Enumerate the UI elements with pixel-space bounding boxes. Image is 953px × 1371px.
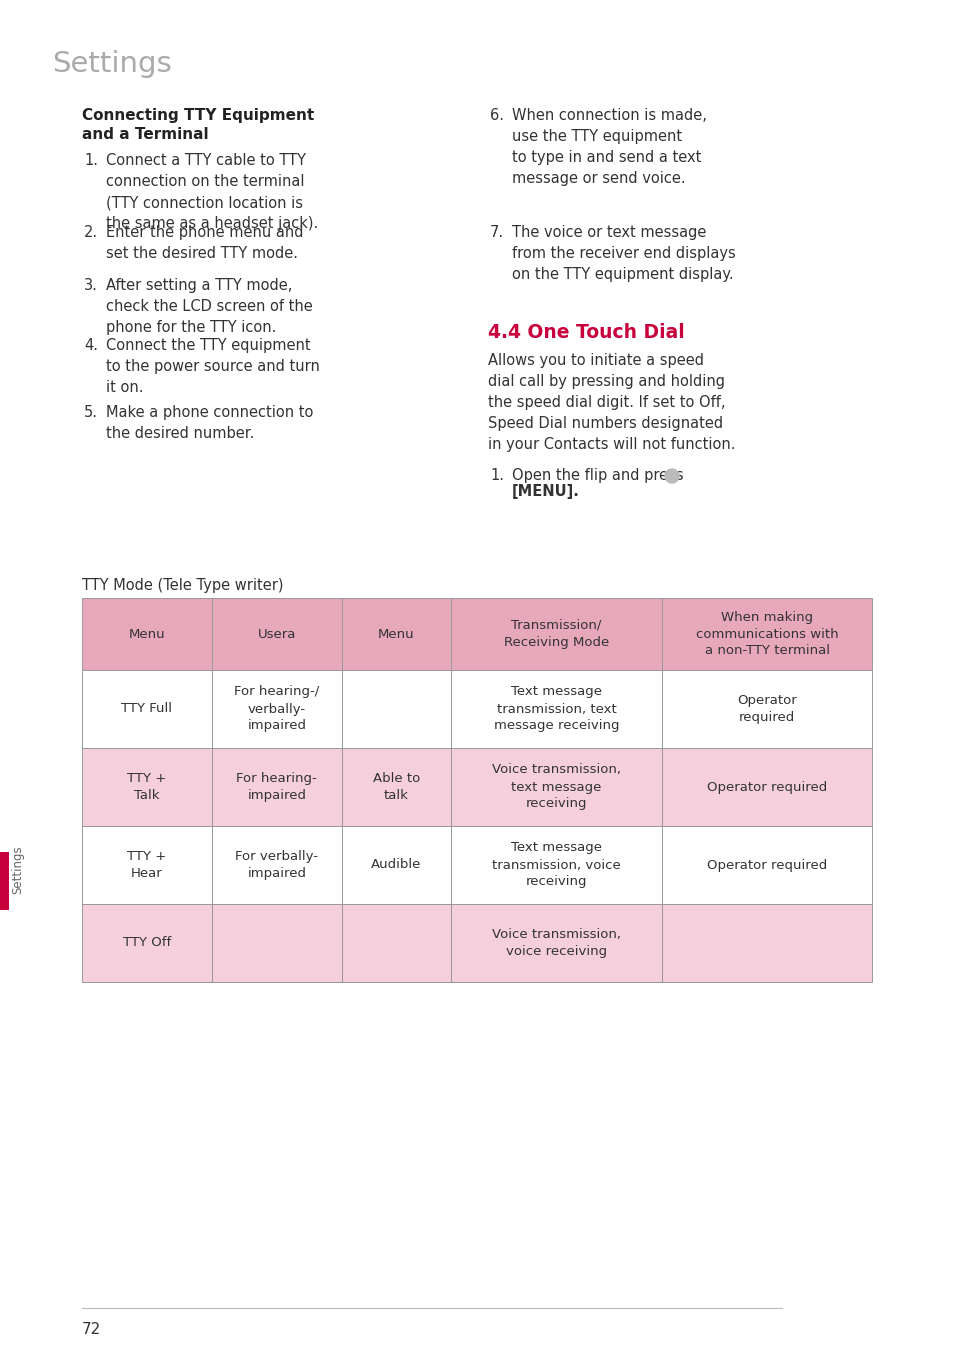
Text: Connecting TTY Equipment: Connecting TTY Equipment	[82, 108, 314, 123]
Text: TTY Full: TTY Full	[121, 702, 172, 716]
Bar	[341, 903, 450, 982]
Text: 4.4 One Touch Dial: 4.4 One Touch Dial	[488, 324, 684, 341]
Circle shape	[664, 469, 679, 483]
Bar	[212, 598, 341, 670]
Text: Settings: Settings	[11, 846, 25, 894]
Text: When making
communications with
a non-TTY terminal: When making communications with a non-TT…	[695, 610, 838, 658]
Text: Usera: Usera	[257, 628, 295, 640]
Bar	[82, 749, 212, 825]
Text: TTY +
Talk: TTY + Talk	[127, 772, 167, 802]
Bar	[212, 903, 341, 982]
Bar	[82, 598, 212, 670]
Bar	[341, 749, 450, 825]
Text: ok: ok	[667, 473, 675, 478]
Bar	[341, 670, 450, 749]
Text: [MENU].: [MENU].	[512, 484, 579, 499]
Bar	[450, 825, 661, 903]
Text: Settings: Settings	[52, 49, 172, 78]
Text: 6.: 6.	[490, 108, 503, 123]
Text: Make a phone connection to
the desired number.: Make a phone connection to the desired n…	[106, 404, 313, 441]
Text: Menu: Menu	[129, 628, 165, 640]
Bar	[661, 749, 871, 825]
Text: TTY Off: TTY Off	[123, 936, 171, 950]
Bar	[212, 749, 341, 825]
Bar	[450, 903, 661, 982]
Text: 72: 72	[82, 1322, 101, 1337]
Text: 2.: 2.	[84, 225, 98, 240]
Text: 1.: 1.	[84, 154, 98, 169]
Text: and a Terminal: and a Terminal	[82, 128, 209, 143]
Text: 4.: 4.	[84, 339, 98, 352]
Text: Operator
required: Operator required	[737, 694, 796, 724]
Bar	[450, 598, 661, 670]
Bar	[661, 670, 871, 749]
Text: Connect the TTY equipment
to the power source and turn
it on.: Connect the TTY equipment to the power s…	[106, 339, 319, 395]
Bar	[82, 903, 212, 982]
Text: For hearing-/
verbally-
impaired: For hearing-/ verbally- impaired	[234, 686, 319, 732]
Text: Text message
transmission, text
message receiving: Text message transmission, text message …	[493, 686, 618, 732]
Text: When connection is made,
use the TTY equipment
to type in and send a text
messag: When connection is made, use the TTY equ…	[512, 108, 706, 186]
Text: The voice or text message
from the receiver end displays
on the TTY equipment di: The voice or text message from the recei…	[512, 225, 735, 282]
Bar	[0, 851, 9, 910]
Text: 3.: 3.	[84, 278, 98, 293]
Text: Audible: Audible	[371, 858, 421, 872]
Bar	[82, 670, 212, 749]
Text: 7.: 7.	[490, 225, 503, 240]
Text: For verbally-
impaired: For verbally- impaired	[235, 850, 318, 880]
Text: Text message
transmission, voice
receiving: Text message transmission, voice receivi…	[492, 842, 620, 888]
Text: Operator required: Operator required	[706, 858, 826, 872]
Text: Operator required: Operator required	[706, 780, 826, 794]
Text: Voice transmission,
text message
receiving: Voice transmission, text message receivi…	[492, 764, 620, 810]
Text: After setting a TTY mode,
check the LCD screen of the
phone for the TTY icon.: After setting a TTY mode, check the LCD …	[106, 278, 313, 335]
Text: Open the flip and press: Open the flip and press	[512, 468, 683, 483]
Bar	[661, 598, 871, 670]
Bar	[661, 825, 871, 903]
Text: Transmission/
Receiving Mode: Transmission/ Receiving Mode	[503, 618, 608, 648]
Text: For hearing-
impaired: For hearing- impaired	[236, 772, 317, 802]
Bar	[341, 825, 450, 903]
Text: Enter the phone menu and
set the desired TTY mode.: Enter the phone menu and set the desired…	[106, 225, 303, 260]
Text: Connect a TTY cable to TTY
connection on the terminal
(TTY connection location i: Connect a TTY cable to TTY connection on…	[106, 154, 318, 230]
Text: 1.: 1.	[490, 468, 503, 483]
Text: Menu: Menu	[377, 628, 415, 640]
Text: Allows you to initiate a speed
dial call by pressing and holding
the speed dial : Allows you to initiate a speed dial call…	[488, 352, 735, 452]
Bar	[341, 598, 450, 670]
Bar	[450, 670, 661, 749]
Bar	[661, 903, 871, 982]
Bar	[212, 825, 341, 903]
Text: TTY Mode (Tele Type writer): TTY Mode (Tele Type writer)	[82, 579, 283, 594]
Text: Voice transmission,
voice receiving: Voice transmission, voice receiving	[492, 928, 620, 958]
Text: TTY +
Hear: TTY + Hear	[127, 850, 167, 880]
Bar	[212, 670, 341, 749]
Bar	[450, 749, 661, 825]
Text: 5.: 5.	[84, 404, 98, 420]
Bar	[82, 825, 212, 903]
Text: Able to
talk: Able to talk	[373, 772, 419, 802]
